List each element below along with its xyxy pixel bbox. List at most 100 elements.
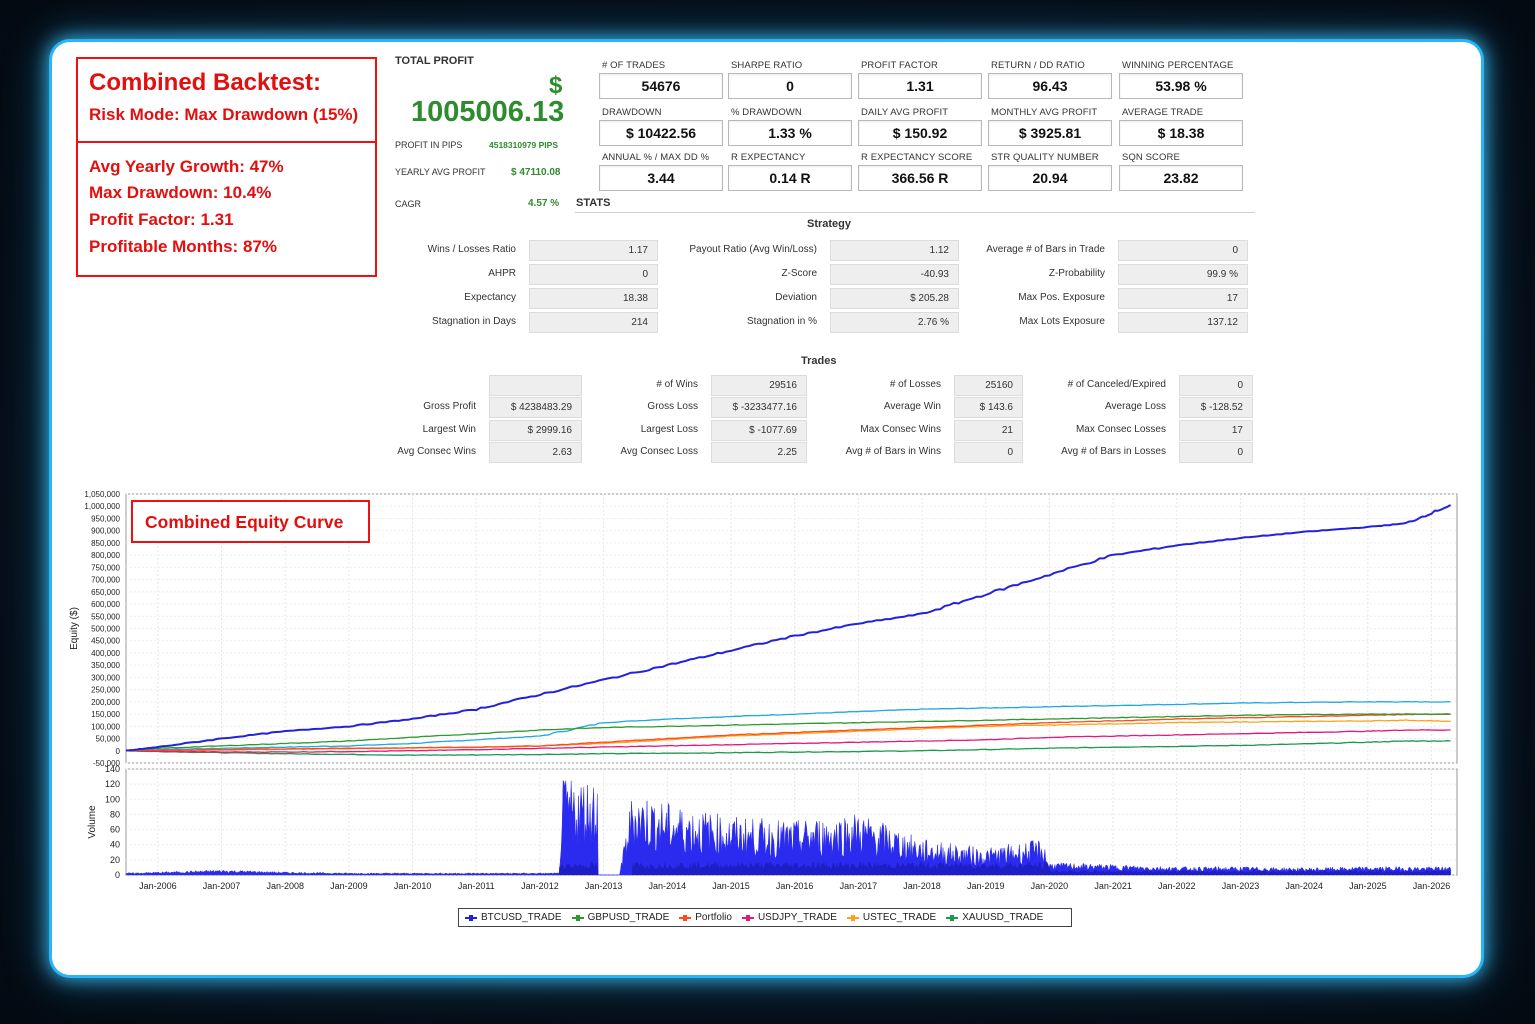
x-tick-label: Jan-2015 — [712, 881, 750, 891]
y-tick-label: 700,000 — [91, 576, 120, 585]
legend-swatch — [846, 914, 859, 921]
metric-value: 53.98 % — [1119, 73, 1243, 99]
legend-label: Portfolio — [695, 912, 732, 923]
strategy-value: 99.9 % — [1118, 264, 1248, 285]
strategy-label: Deviation — [775, 292, 817, 303]
legend-item[interactable]: USDJPY_TRADE — [741, 912, 837, 923]
legend-marker — [683, 914, 688, 921]
metric-value: 96.43 — [988, 73, 1112, 99]
strategy-label: Stagnation in Days — [432, 316, 516, 327]
metric-label: STR QUALITY NUMBER — [991, 152, 1099, 163]
trades-label: Max Consec Wins — [860, 424, 941, 435]
legend-label: USTEC_TRADE — [862, 912, 937, 923]
metric-value: 366.56 R — [858, 165, 982, 191]
y-tick-label: 150,000 — [91, 710, 120, 719]
strategy-label: AHPR — [488, 268, 516, 279]
y-tick-label: 850,000 — [91, 539, 120, 548]
strategy-label: Payout Ratio (Avg Win/Loss) — [689, 244, 817, 255]
volume-y-tick-label: 0 — [115, 870, 120, 880]
metric-value: $ 18.38 — [1119, 120, 1243, 146]
trades-label: # of Losses — [889, 379, 941, 390]
strategy-label: Average # of Bars in Trade — [986, 244, 1105, 255]
legend-item[interactable]: GBPUSD_TRADE — [571, 912, 670, 923]
trades-value: $ 143.6 — [954, 397, 1023, 418]
legend-swatch — [741, 914, 754, 921]
volume-y-tick-label: 60 — [110, 825, 120, 835]
legend-item[interactable]: BTCUSD_TRADE — [465, 912, 562, 923]
total-profit-value: 1005006.13 — [411, 96, 565, 128]
trades-label: Avg # of Bars in Losses — [1061, 446, 1166, 457]
volume-y-tick-label: 140 — [105, 764, 120, 774]
legend-item[interactable]: USTEC_TRADE — [846, 912, 937, 923]
metric-label: R EXPECTANCY — [731, 152, 806, 163]
trades-label: # of Wins — [656, 379, 698, 390]
legend-item[interactable]: Portfolio — [679, 912, 732, 923]
metric-value: 3.44 — [599, 165, 723, 191]
y-tick-label: 50,000 — [96, 735, 121, 744]
metric-value: $ 150.92 — [858, 120, 982, 146]
strategy-value: 18.38 — [529, 288, 658, 309]
trades-label: Average Loss — [1105, 401, 1166, 412]
metric-label: SQN SCORE — [1122, 152, 1180, 163]
metric-label: PROFIT FACTOR — [861, 60, 938, 71]
legend-swatch — [946, 914, 959, 921]
volume-y-tick-label: 100 — [105, 794, 120, 804]
metric-value: 1.31 — [858, 73, 982, 99]
legend-swatch — [465, 914, 477, 921]
trades-label: Average Win — [883, 401, 941, 412]
y-tick-label: 450,000 — [91, 637, 120, 646]
legend-item[interactable]: XAUUSD_TRADE — [946, 912, 1043, 923]
y-tick-label: 350,000 — [91, 661, 120, 670]
x-tick-label: Jan-2013 — [585, 881, 623, 891]
stats-divider — [575, 212, 1255, 213]
yearly-label: YEARLY AVG PROFIT — [395, 167, 486, 177]
strategy-label: Z-Probability — [1048, 268, 1105, 279]
pips-label: PROFIT IN PIPS — [395, 140, 463, 150]
y-tick-label: 300,000 — [91, 673, 120, 682]
x-tick-label: Jan-2025 — [1349, 881, 1387, 891]
metric-label: ANNUAL % / MAX DD % — [602, 152, 710, 163]
equity-series-line — [126, 713, 1451, 752]
strategy-value: 17 — [1118, 288, 1248, 309]
equity-series-line — [125, 713, 1451, 752]
strategy-value: 1.17 — [529, 240, 658, 261]
volume-y-tick-label: 20 — [110, 855, 120, 865]
trades-label: Avg Consec Wins — [397, 446, 476, 457]
metric-label: R EXPECTANCY SCORE — [861, 152, 973, 163]
trades-value: 25160 — [954, 375, 1023, 396]
y-tick-label: 900,000 — [91, 527, 120, 536]
trades-value: 21 — [954, 420, 1023, 441]
metric-value: $ 3925.81 — [988, 120, 1112, 146]
x-tick-label: Jan-2018 — [903, 881, 941, 891]
strategy-value: 214 — [529, 312, 658, 333]
equity-series-line — [125, 700, 1451, 752]
trades-label: Avg Consec Loss — [620, 446, 698, 457]
summary-line: Profitable Months: 87% — [89, 237, 277, 256]
metric-label: SHARPE RATIO — [731, 60, 803, 71]
total-profit-label: TOTAL PROFIT — [395, 55, 474, 67]
chart-label-box: Combined Equity Curve — [131, 500, 370, 543]
x-tick-label: Jan-2021 — [1094, 881, 1132, 891]
trades-title: Trades — [801, 355, 837, 367]
trades-value: $ -128.52 — [1179, 397, 1253, 418]
metric-value: 1.33 % — [728, 120, 852, 146]
stats-label: STATS — [576, 197, 611, 209]
legend-label: GBPUSD_TRADE — [587, 912, 670, 923]
strategy-value: 1.12 — [830, 240, 959, 261]
metric-label: % DRAWDOWN — [731, 107, 802, 118]
y-tick-label: 750,000 — [91, 563, 120, 572]
trades-label: Gross Profit — [423, 401, 476, 412]
metric-value: 0.14 R — [728, 165, 852, 191]
summary-line: Avg Yearly Growth: 47% — [89, 157, 284, 176]
equity-series-line — [125, 504, 1452, 752]
legend-marker — [850, 914, 855, 921]
summary-subtitle: Risk Mode: Max Drawdown (15%) — [89, 105, 359, 124]
y-tick-label: 100,000 — [91, 722, 120, 731]
volume-base-area — [559, 861, 1451, 875]
summary-divider — [78, 141, 375, 143]
x-tick-label: Jan-2009 — [330, 881, 368, 891]
legend-swatch — [679, 914, 692, 921]
y-tick-label: 800,000 — [91, 551, 120, 560]
cagr-value: 4.57 % — [528, 198, 560, 209]
chart-label: Combined Equity Curve — [145, 512, 344, 532]
